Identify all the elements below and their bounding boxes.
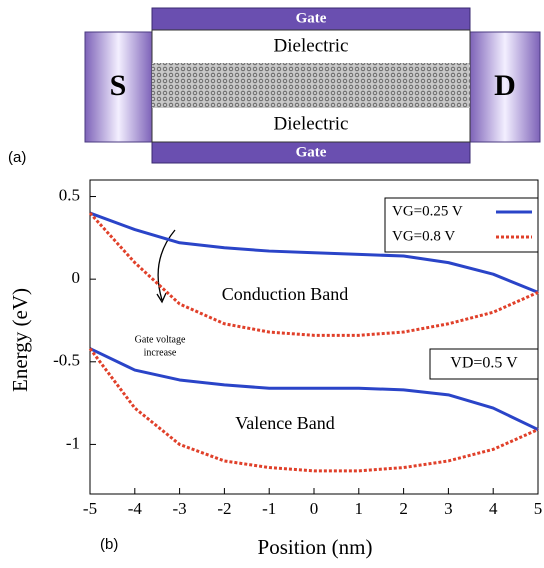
annotation: VD=0.5 V xyxy=(450,355,518,372)
x-tick-label: 1 xyxy=(355,499,364,518)
x-tick-label: 0 xyxy=(310,499,319,518)
x-tick-label: 2 xyxy=(399,499,408,518)
drain xyxy=(469,31,541,143)
device-schematic: Gate Dielectric Dielectric Gate S D (a) xyxy=(8,7,541,166)
annotation: Conduction Band xyxy=(222,284,349,304)
panel-label: (a) xyxy=(8,149,26,166)
drain-label: D xyxy=(494,69,516,102)
nanotube xyxy=(152,63,470,108)
x-tick-label: -1 xyxy=(262,499,276,518)
x-tick-label: -5 xyxy=(83,499,97,518)
annotation: Gate voltage xyxy=(135,334,186,345)
dielectric-label: Dielectric xyxy=(274,35,349,56)
y-tick-label: -0.5 xyxy=(53,351,80,370)
annotation: Valence Band xyxy=(235,413,334,433)
band-line xyxy=(89,347,539,431)
y-axis-label: Energy (eV) xyxy=(8,288,32,392)
source-label: S xyxy=(110,69,127,102)
chart: Position (nm) Energy (eV) (b) Conduction… xyxy=(8,179,539,559)
x-axis-label: Position (nm) xyxy=(258,535,373,559)
x-tick-label: -4 xyxy=(128,499,143,518)
band-line xyxy=(88,212,539,337)
dielectric-label: Dielectric xyxy=(274,113,349,134)
y-tick-label: -1 xyxy=(66,433,80,452)
x-tick-label: -2 xyxy=(217,499,231,518)
x-tick-label: 3 xyxy=(444,499,453,518)
gate-label: Gate xyxy=(296,10,327,26)
source xyxy=(84,31,153,143)
band-line xyxy=(89,211,539,294)
y-tick-label: 0.5 xyxy=(59,185,80,204)
x-tick-label: -3 xyxy=(173,499,187,518)
annotation-box xyxy=(429,348,539,380)
x-tick-label: 5 xyxy=(534,499,543,518)
arrow-head xyxy=(156,292,167,304)
legend-label: VG=0.25 V xyxy=(392,203,463,219)
x-tick-label: 4 xyxy=(489,499,498,518)
band-line xyxy=(88,347,539,473)
y-tick-label: 0 xyxy=(72,268,81,287)
gate-label: Gate xyxy=(296,144,327,160)
annotation: increase xyxy=(144,347,177,358)
legend xyxy=(384,197,539,253)
arrow xyxy=(157,229,176,301)
legend-label: VG=0.8 V xyxy=(392,228,455,244)
panel-label: (b) xyxy=(100,536,118,553)
